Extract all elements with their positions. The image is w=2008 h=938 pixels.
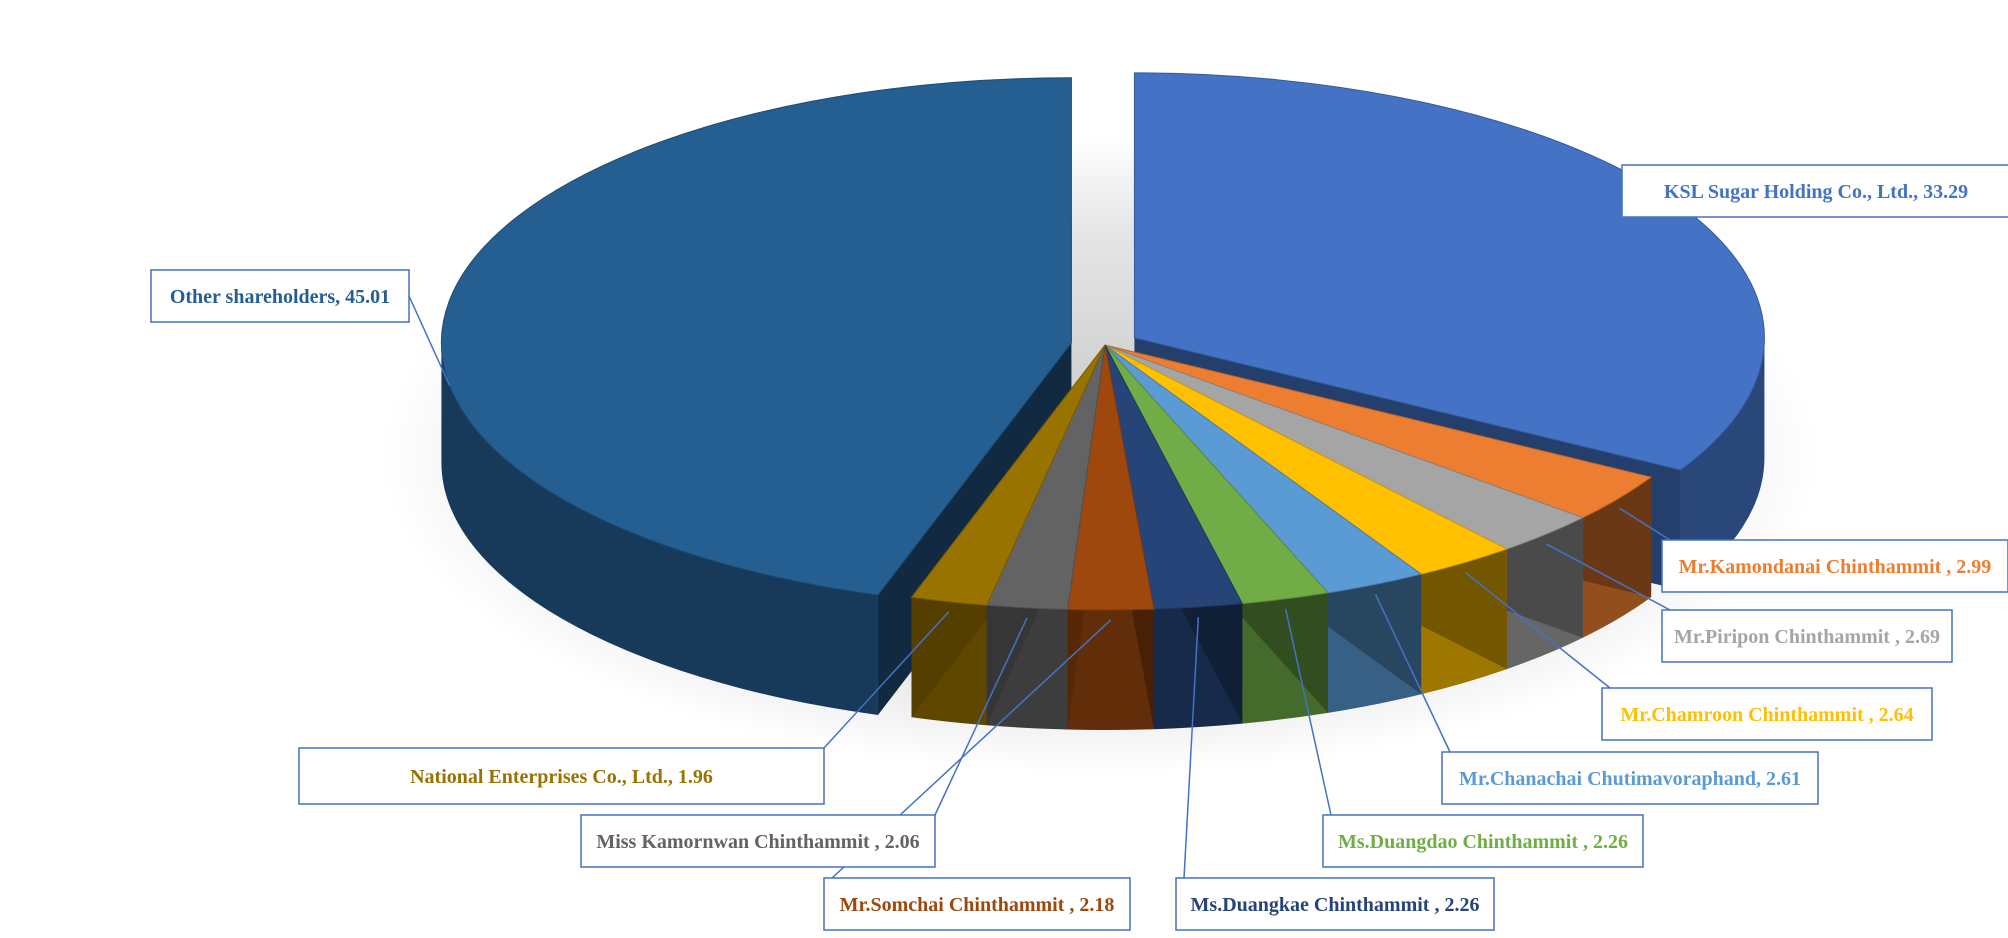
data-label-7: Ms.Duangkae Chinthammit , 2.26 bbox=[1191, 894, 1480, 916]
pie-slices bbox=[440, 72, 1765, 611]
data-label-7-leader-line bbox=[1183, 617, 1200, 879]
data-label-10-box bbox=[298, 747, 825, 805]
data-label-8: Mr.Somchai Chinthammit , 2.18 bbox=[840, 894, 1115, 916]
data-label-1-box bbox=[1621, 164, 2008, 218]
pie-slice-10 bbox=[910, 344, 1106, 606]
data-label-9-box bbox=[580, 814, 936, 868]
data-label-5-leader-line bbox=[1374, 594, 1451, 753]
data-label-1: KSL Sugar Holding Co., Ltd., 33.29 bbox=[1664, 181, 1968, 203]
data-label-11: Other shareholders, 45.01 bbox=[170, 286, 390, 308]
pie-slice-11 bbox=[440, 77, 1072, 596]
pie-slice-11-outer-wall bbox=[441, 342, 878, 715]
data-label-2-leader-line bbox=[1618, 507, 1671, 541]
data-labels: KSL Sugar Holding Co., Ltd., 33.29 Mr.Kam… bbox=[150, 164, 2008, 931]
data-label-11-leader-line bbox=[408, 295, 451, 386]
data-label-3: Mr.Piripon Chinthammit , 2.69 bbox=[1674, 626, 1940, 648]
data-label-3-leader-line bbox=[1546, 543, 1671, 611]
pie-slice-1-outer-wall bbox=[1680, 337, 1765, 590]
data-label-4-leader-line bbox=[1464, 571, 1611, 689]
data-label-5: Mr.Chanachai Chutimavoraphand, 2.61 bbox=[1459, 768, 1801, 790]
data-label-10-leader-line bbox=[823, 611, 950, 749]
data-label-2-box bbox=[1661, 539, 2008, 593]
data-label-5-box bbox=[1441, 751, 1819, 805]
data-label-6-leader-line bbox=[1284, 608, 1332, 816]
data-label-4-box bbox=[1601, 687, 1933, 741]
data-label-6-box bbox=[1322, 814, 1644, 868]
data-label-11-box bbox=[150, 269, 410, 323]
data-label-10: National Enterprises Co., Ltd., 1.96 bbox=[410, 766, 713, 788]
data-label-9: Miss Kamornwan Chinthammit , 2.06 bbox=[596, 831, 919, 853]
data-label-6: Ms.Duangdao Chinthammit , 2.26 bbox=[1338, 831, 1628, 853]
data-label-7-box bbox=[1175, 877, 1495, 931]
data-label-8-box bbox=[823, 877, 1131, 931]
data-label-2: Mr.Kamondanai Chinthammit , 2.99 bbox=[1679, 556, 1992, 578]
data-label-9-leader-line bbox=[934, 617, 1028, 816]
data-label-4: Mr.Chamroon Chinthammit , 2.64 bbox=[1620, 704, 1913, 726]
data-label-3-box bbox=[1661, 609, 1953, 663]
